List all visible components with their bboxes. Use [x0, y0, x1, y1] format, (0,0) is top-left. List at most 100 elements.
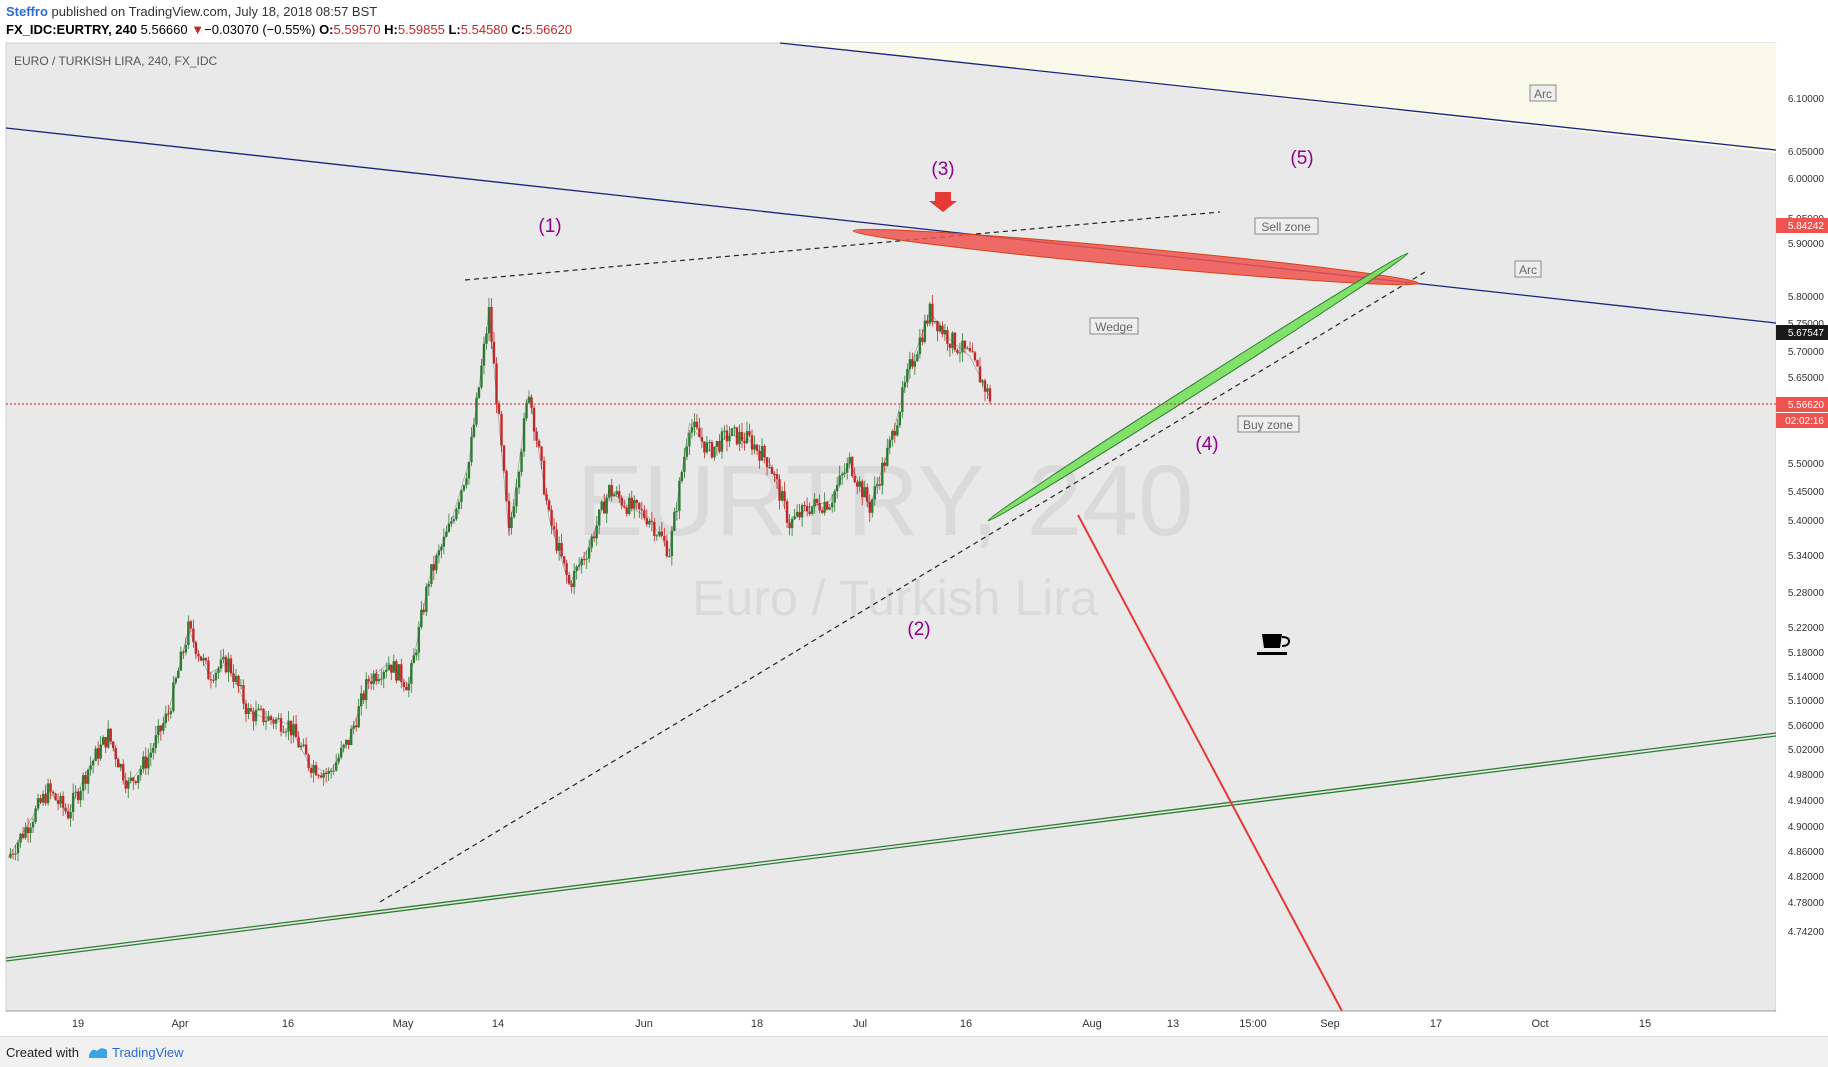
candle-body: [475, 397, 478, 425]
time-tick: Jun: [635, 1018, 653, 1030]
candle-body: [783, 491, 786, 502]
wave-label-3[interactable]: (3): [931, 159, 954, 180]
annotation-label: Arc: [1519, 263, 1537, 277]
wedge-upper-line[interactable]: [464, 211, 1221, 281]
annotation-buy-zone[interactable]: Buy zone: [1237, 415, 1300, 433]
candle-body: [297, 737, 300, 748]
candle-body: [818, 502, 821, 511]
candle-body: [324, 773, 328, 775]
candle-body: [813, 499, 816, 507]
candle-body: [675, 511, 679, 513]
candle-body: [317, 775, 320, 777]
candle-body: [137, 775, 140, 783]
candle-body: [520, 451, 523, 472]
annotation-arc-top[interactable]: Arc: [1529, 84, 1557, 102]
candle-body: [292, 724, 295, 736]
candle-body: [941, 325, 944, 335]
buy-zone-ellipse[interactable]: [985, 249, 1410, 525]
candle-body: [808, 511, 811, 514]
candle-body: [344, 739, 348, 745]
low-label: L:: [448, 22, 461, 37]
price-axis[interactable]: [1776, 43, 1828, 1011]
wave-label-1[interactable]: (1): [538, 216, 561, 237]
coffee-cup-icon[interactable]: [1257, 634, 1291, 655]
candle-body: [194, 642, 198, 655]
candle-body: [450, 521, 453, 524]
candle-body: [876, 484, 879, 487]
candle-body: [653, 521, 656, 536]
candle-body: [931, 303, 934, 323]
support-line-2[interactable]: [5, 732, 1777, 959]
price-tick: 4.98000: [1788, 770, 1825, 781]
price-tick: 4.74200: [1788, 927, 1825, 938]
sell-zone-ellipse[interactable]: [852, 222, 1420, 292]
annotation-sell-zone[interactable]: Sell zone: [1254, 217, 1319, 235]
candle-body: [825, 502, 829, 510]
candle-body: [903, 382, 907, 388]
candle-body: [89, 765, 92, 770]
candle-body: [883, 462, 886, 466]
candle-body: [402, 682, 406, 687]
time-tick: 17: [1430, 1018, 1442, 1030]
candle-body: [242, 685, 245, 704]
annotation-wedge[interactable]: Wedge: [1089, 317, 1139, 335]
candle-body: [966, 348, 969, 350]
publish-info: Steffro published on TradingView.com, Ju…: [6, 4, 377, 19]
author-link[interactable]: Steffro: [6, 4, 48, 19]
price-chart[interactable]: EURO / TURKISH LIRA, 240, FX_IDC EURTRY,…: [0, 40, 1828, 1036]
candle-body: [718, 441, 721, 452]
candle-body: [477, 387, 481, 398]
candle-body: [680, 472, 684, 482]
time-axis[interactable]: [6, 1011, 1776, 1035]
candle-body: [835, 484, 839, 492]
down-arrow-icon[interactable]: [929, 192, 957, 212]
candle-body: [650, 520, 654, 522]
wave-label-2[interactable]: (2): [907, 619, 930, 640]
candle-body: [522, 418, 526, 452]
support-line-1[interactable]: [5, 735, 1777, 962]
candle-body: [142, 756, 145, 770]
candle-body: [74, 791, 77, 793]
candle-body: [916, 354, 919, 362]
candle-body: [843, 472, 846, 474]
candle-body: [560, 542, 563, 557]
candle-body: [840, 473, 844, 476]
annotation-arc-mid[interactable]: Arc: [1514, 260, 1542, 278]
candle-body: [392, 661, 395, 673]
price-tick: 5.28000: [1788, 588, 1825, 599]
wave-label-4[interactable]: (4): [1195, 434, 1218, 455]
arc-channel-line[interactable]: [779, 42, 1777, 151]
price-tick: 5.50000: [1788, 459, 1825, 470]
upper-channel-line[interactable]: [5, 127, 1777, 324]
candle-body: [452, 519, 456, 522]
candle-body: [908, 359, 912, 370]
candle-body: [745, 431, 749, 444]
candle-body: [467, 462, 471, 479]
candle-body: [630, 497, 633, 509]
candle-body: [830, 502, 834, 508]
candle-body: [279, 718, 283, 732]
candle-body: [485, 333, 488, 344]
tradingview-logo-icon[interactable]: [88, 1045, 108, 1059]
candle-body: [595, 525, 598, 539]
candle-body: [848, 457, 851, 464]
price-tick: 5.40000: [1788, 516, 1825, 527]
candle-body: [515, 487, 518, 507]
low-value: 5.54580: [460, 22, 508, 37]
candle-body: [510, 517, 513, 528]
candle-body: [587, 547, 591, 559]
candle-body: [472, 424, 476, 437]
wave-label-5[interactable]: (5): [1290, 148, 1313, 169]
candle-body: [209, 679, 213, 681]
candle-body: [465, 478, 468, 486]
candle-body: [886, 447, 889, 466]
tradingview-link[interactable]: TradingView: [112, 1045, 184, 1060]
candle-body: [613, 494, 616, 497]
candle-body: [272, 719, 275, 724]
candle-body: [247, 708, 250, 714]
plot-area[interactable]: [5, 42, 1777, 1012]
price-tick: 5.80000: [1788, 292, 1825, 303]
projection-line[interactable]: [1077, 514, 1343, 1012]
candle-body: [405, 686, 408, 691]
candle-body: [289, 720, 293, 736]
